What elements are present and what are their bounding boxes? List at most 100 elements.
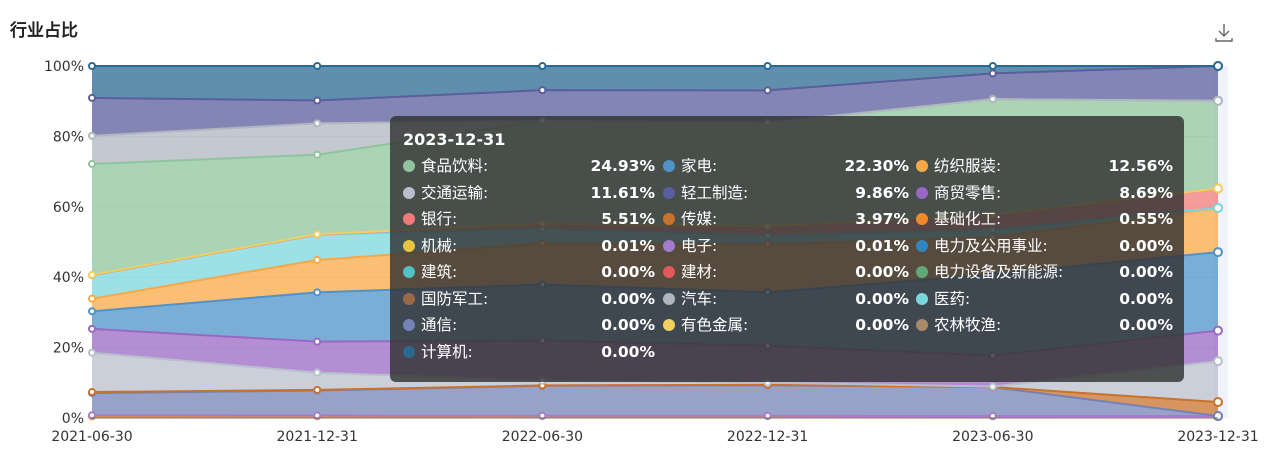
legend-dot-icon — [663, 319, 675, 331]
tooltip-item-value: 0.00% — [1119, 263, 1173, 281]
tooltip-item-name: 传媒: — [681, 210, 718, 228]
tooltip-item-value: 0.00% — [601, 316, 655, 334]
legend-dot-icon — [916, 186, 928, 199]
tooltip-item: 汽车: 0.00% — [663, 286, 909, 312]
point-家电 — [88, 307, 96, 316]
tooltip-item-name: 商贸零售: — [934, 183, 1002, 202]
y-tick-label: 0% — [62, 411, 84, 427]
point-轻工制造 — [538, 86, 547, 95]
tooltip-item-value: 5.51% — [601, 210, 655, 228]
point-商贸零售 — [88, 324, 96, 333]
tooltip-item-value: 0.00% — [601, 263, 655, 281]
tooltip-item-value: 0.00% — [855, 316, 909, 334]
point-交通运输 — [988, 382, 997, 391]
point-通信 — [1213, 411, 1223, 422]
tooltip-item: 商贸零售: 8.69% — [916, 180, 1173, 206]
point-食品饮料 — [88, 159, 96, 168]
tooltip-item-name: 通信: — [421, 316, 458, 334]
tooltip-item-name: 银行: — [421, 210, 458, 228]
tooltip-item-name: 汽车: — [681, 289, 718, 308]
legend-dot-icon — [916, 213, 928, 225]
legend-dot-icon — [403, 266, 415, 278]
y-tick-label: 60% — [53, 200, 84, 216]
point-计算机 — [763, 62, 772, 70]
x-tick-label: 2023-06-30 — [952, 429, 1033, 445]
legend-dot-icon — [663, 292, 675, 305]
x-tick-label: 2021-06-30 — [51, 429, 132, 445]
point-计算机 — [1213, 61, 1223, 71]
tooltip-item-value: 0.00% — [855, 289, 909, 308]
legend-dot-icon — [916, 266, 928, 278]
tooltip-item-value: 0.00% — [1119, 316, 1173, 334]
tooltip-item: 食品饮料: 24.93% — [403, 153, 655, 179]
tooltip-item-value: 0.55% — [1119, 210, 1173, 228]
tooltip-item-value: 11.61% — [590, 183, 655, 202]
tooltip-item-value: 0.00% — [1119, 236, 1173, 255]
tooltip-item: 基础化工: 0.55% — [916, 206, 1173, 232]
tooltip-item-name: 食品饮料: — [421, 157, 489, 175]
tooltip-item-value: 0.00% — [601, 289, 655, 308]
point-有色金属 — [1213, 183, 1223, 194]
point-计算机 — [988, 62, 997, 70]
tooltip-item-name: 国防军工: — [421, 289, 489, 308]
point-轻工制造 — [763, 86, 772, 95]
tooltip-item-name: 建材: — [681, 263, 718, 281]
tooltip-item-name: 机械: — [421, 236, 458, 255]
area-计算机 — [92, 66, 1218, 101]
chart-tooltip: 2023-12-31 食品饮料: 24.93% 家电: 22.30% 纺织服装: 12.5… — [390, 116, 1184, 382]
tooltip-item-name: 纺织服装: — [934, 157, 1002, 175]
tooltip-item: 计算机: 0.00% — [403, 339, 655, 365]
tooltip-item: 医药: 0.00% — [916, 286, 1173, 312]
tooltip-item-name: 电力设备及新能源: — [934, 263, 1064, 281]
tooltip-item-value: 24.93% — [590, 157, 655, 175]
line-轻工制造 — [91, 65, 1219, 102]
tooltip-item: 有色金属: 0.00% — [663, 312, 909, 338]
area-通信 — [92, 385, 1218, 417]
legend-dot-icon — [403, 186, 415, 199]
tooltip-item-name: 建筑: — [421, 263, 458, 281]
download-icon[interactable] — [1213, 22, 1235, 44]
tooltip-item-name: 电力及公用事业: — [934, 236, 1048, 255]
point-电子 — [313, 411, 322, 420]
point-医药 — [1213, 202, 1223, 213]
legend-dot-icon — [916, 319, 928, 331]
tooltip-item-name: 基础化工: — [934, 210, 1002, 228]
y-tick-label: 100% — [44, 59, 84, 75]
tooltip-item: 农林牧渔: 0.00% — [916, 312, 1173, 338]
line-电子 — [91, 414, 1219, 418]
area-交通运输 — [92, 352, 1218, 403]
legend-dot-icon — [663, 213, 675, 225]
tooltip-item: 建筑: 0.00% — [403, 259, 655, 285]
point-传媒 — [1213, 397, 1223, 408]
point-计算机 — [313, 62, 322, 70]
point-交通运输 — [313, 368, 322, 377]
tooltip-item: 交通运输: 11.61% — [403, 180, 655, 206]
point-计算机 — [538, 62, 547, 70]
point-轻工制造 — [988, 69, 997, 78]
line-传媒 — [91, 383, 1219, 404]
point-纺织服装 — [88, 294, 96, 303]
legend-dot-icon — [663, 186, 675, 199]
tooltip-date: 2023-12-31 — [403, 130, 506, 149]
tooltip-item-value: 0.00% — [601, 342, 655, 361]
point-传媒 — [313, 385, 322, 394]
point-交通运输 — [88, 348, 96, 357]
tooltip-item-value: 0.01% — [601, 236, 655, 255]
tooltip-item-value: 8.69% — [1119, 183, 1173, 202]
legend-dot-icon — [403, 160, 415, 172]
point-交通运输 — [1213, 356, 1223, 367]
tooltip-item-value: 12.56% — [1108, 157, 1173, 175]
tooltip-item: 机械: 0.01% — [403, 233, 655, 259]
tooltip-item: 家电: 22.30% — [663, 153, 909, 179]
tooltip-item: 传媒: 3.97% — [663, 206, 909, 232]
point-商贸零售 — [313, 337, 322, 346]
y-tick-label: 40% — [53, 270, 84, 286]
y-tick-label: 80% — [53, 129, 84, 145]
legend-dot-icon — [663, 239, 675, 252]
x-tick-label: 2022-12-31 — [727, 429, 808, 445]
tooltip-item: 国防军工: 0.00% — [403, 286, 655, 312]
point-计算机 — [88, 62, 96, 70]
point-汽车 — [1213, 95, 1223, 106]
x-tick-label: 2022-06-30 — [502, 429, 583, 445]
point-有色金属 — [313, 230, 322, 239]
